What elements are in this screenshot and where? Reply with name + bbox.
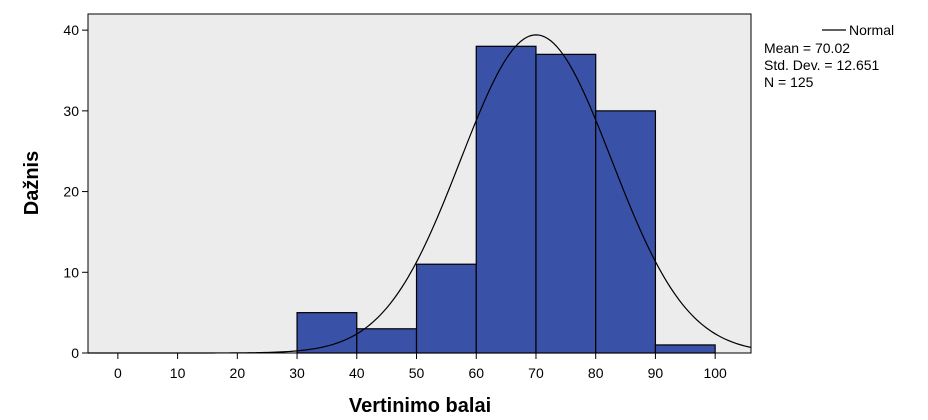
x-axis-title: Vertinimo balai (349, 395, 491, 417)
y-axis: 0 10 20 30 40 (63, 22, 88, 361)
histogram-bar (296, 312, 358, 354)
x-tick-label: 90 (648, 365, 664, 381)
y-axis-title: Dažnis (21, 151, 43, 215)
x-tick-label: 40 (349, 365, 365, 381)
legend-mean: Mean = 70.02 (764, 40, 850, 56)
histogram-bar (356, 328, 418, 354)
x-tick-label: 80 (588, 365, 604, 381)
legend-normal-label: Normal (849, 22, 894, 38)
x-tick-label: 30 (289, 365, 305, 381)
x-tick-label: 100 (703, 365, 727, 381)
histogram-bar (654, 344, 716, 354)
y-tick-label: 0 (71, 345, 79, 361)
y-tick-label: 20 (63, 184, 79, 200)
normal-curve (88, 34, 752, 354)
x-tick-label: 70 (528, 365, 544, 381)
legend-std-dev: Std. Dev. = 12.651 (764, 57, 880, 73)
y-tick-label: 30 (63, 103, 79, 119)
x-tick-label: 20 (230, 365, 246, 381)
y-tick-label: 10 (63, 264, 79, 280)
x-tick-label: 0 (114, 365, 122, 381)
histogram-bar (535, 53, 597, 354)
legend: Normal Mean = 70.02 Std. Dev. = 12.651 N… (764, 22, 894, 90)
histogram-bar (595, 110, 657, 354)
histogram-bar (415, 263, 477, 354)
x-axis: 0 10 20 30 40 50 60 70 80 90 100 (114, 353, 727, 381)
legend-n: N = 125 (764, 74, 814, 90)
x-tick-label: 60 (468, 365, 484, 381)
y-tick-label: 40 (63, 22, 79, 38)
x-tick-label: 50 (409, 365, 425, 381)
histogram-bar (475, 45, 537, 354)
x-tick-label: 10 (170, 365, 186, 381)
